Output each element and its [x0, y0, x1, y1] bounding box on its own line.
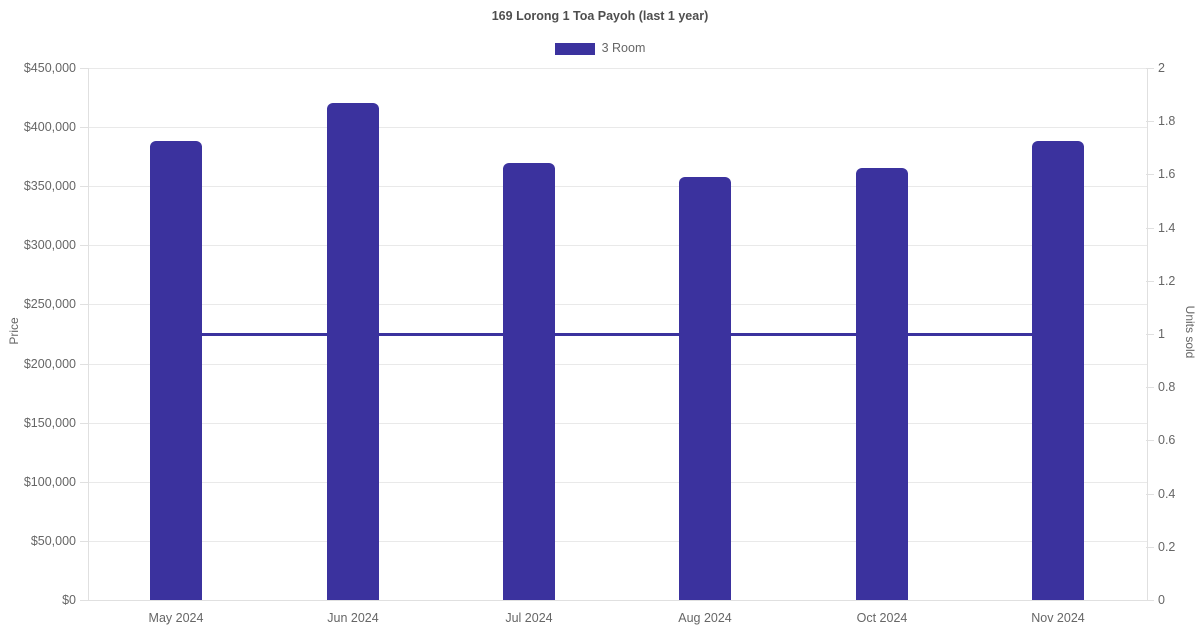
right-axis-tick-label: 0.2: [1158, 540, 1176, 554]
gridline: [89, 541, 1147, 542]
legend-label: 3 Room: [601, 41, 646, 55]
left-axis-tick: [80, 541, 88, 542]
bar-nov-2024: [1032, 141, 1084, 600]
units-sold-line: [176, 333, 352, 336]
right-axis-tick-label: 0.8: [1158, 380, 1176, 394]
x-axis-label: May 2024: [148, 611, 204, 625]
right-axis-tick-label: 1.6: [1158, 167, 1176, 181]
left-axis-tick: [80, 127, 88, 128]
units-sold-line: [529, 333, 705, 336]
right-axis-tick: [1146, 174, 1154, 175]
bar-may-2024: [150, 141, 202, 600]
left-axis-tick-label: $450,000: [23, 61, 76, 75]
right-axis-tick: [1146, 600, 1154, 601]
gridline: [89, 186, 1147, 187]
right-axis-tick-label: 1: [1158, 327, 1165, 341]
legend-swatch-icon: [554, 42, 595, 55]
gridline: [89, 364, 1147, 365]
right-axis-tick-label: 0: [1158, 593, 1165, 607]
right-axis-tick: [1146, 68, 1154, 69]
left-axis-tick-label: $300,000: [23, 238, 76, 252]
right-axis-tick-label: 1.4: [1158, 221, 1176, 235]
gridline: [89, 423, 1147, 424]
right-axis-tick: [1146, 387, 1154, 388]
left-axis-tick: [80, 600, 88, 601]
right-axis-tick: [1146, 228, 1154, 229]
right-axis-tick-label: 0.6: [1158, 433, 1176, 447]
units-sold-line: [705, 333, 881, 336]
right-axis-tick: [1146, 547, 1154, 548]
left-axis-tick-label: $250,000: [23, 297, 76, 311]
left-axis-tick-label: $150,000: [23, 416, 76, 430]
x-axis-label: Nov 2024: [1031, 611, 1085, 625]
plot-area: [88, 68, 1148, 601]
left-axis-tick: [80, 304, 88, 305]
gridline: [89, 304, 1147, 305]
gridline: [89, 482, 1147, 483]
right-axis-tick-label: 0.4: [1158, 487, 1176, 501]
left-axis-tick: [80, 482, 88, 483]
right-axis-tick-label: 2: [1158, 61, 1165, 75]
units-sold-line: [882, 333, 1058, 336]
left-axis-tick-label: $400,000: [23, 120, 76, 134]
right-axis-tick-label: 1.8: [1158, 114, 1176, 128]
right-axis-tick: [1146, 440, 1154, 441]
right-axis-tick: [1146, 494, 1154, 495]
left-axis-tick-label: $100,000: [23, 475, 76, 489]
bar-jun-2024: [327, 103, 379, 600]
right-axis-tick-label: 1.2: [1158, 274, 1176, 288]
x-axis-label: Aug 2024: [678, 611, 732, 625]
left-axis-tick-label: $350,000: [23, 179, 76, 193]
left-axis-tick: [80, 364, 88, 365]
left-axis-tick: [80, 245, 88, 246]
chart-title: 169 Lorong 1 Toa Payoh (last 1 year): [491, 9, 709, 23]
left-axis-tick-label: $0: [62, 593, 76, 607]
left-axis-tick: [80, 186, 88, 187]
x-axis-label: Jun 2024: [327, 611, 379, 625]
right-axis-tick: [1146, 281, 1154, 282]
gridline: [89, 68, 1147, 69]
right-axis-tick: [1146, 121, 1154, 122]
units-sold-line: [353, 333, 529, 336]
left-axis-tick-label: $200,000: [23, 357, 76, 371]
legend-item-3-room[interactable]: 3 Room: [554, 41, 646, 55]
legend: 3 Room: [0, 42, 1200, 55]
gridline: [89, 245, 1147, 246]
gridline: [89, 127, 1147, 128]
right-axis-tick: [1146, 334, 1154, 335]
left-axis-tick-label: $50,000: [30, 534, 76, 548]
x-axis-label: Oct 2024: [856, 611, 908, 625]
left-axis-tick: [80, 423, 88, 424]
bar-oct-2024: [856, 168, 908, 600]
x-axis-label: Jul 2024: [505, 611, 553, 625]
bar-jul-2024: [503, 163, 555, 600]
left-axis-tick: [80, 68, 88, 69]
bar-aug-2024: [679, 177, 731, 600]
